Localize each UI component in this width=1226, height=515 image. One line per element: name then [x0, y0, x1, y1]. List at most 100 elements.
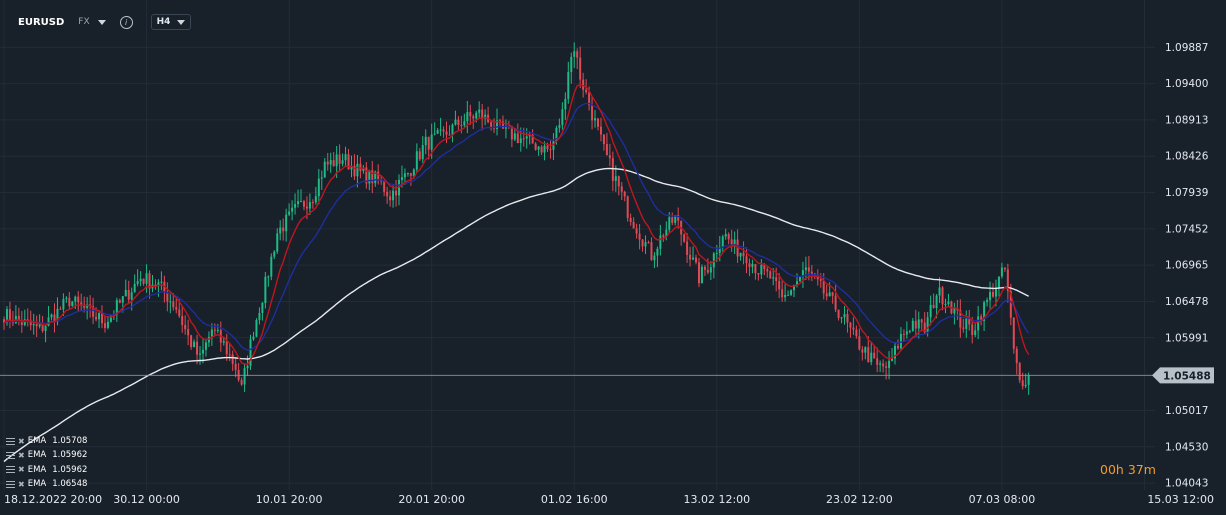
- candle: [751, 259, 754, 274]
- candle: [50, 313, 53, 321]
- settings-lines-icon[interactable]: [6, 466, 15, 474]
- candle: [139, 271, 142, 287]
- candle: [778, 273, 781, 299]
- candle: [591, 96, 594, 130]
- candle: [222, 337, 225, 346]
- candle: [124, 279, 127, 297]
- close-icon[interactable]: ✖: [18, 436, 25, 446]
- indicator-legend: ✖ EMA 1.05708 ✖ EMA 1.05962 ✖ EMA 1.0596…: [6, 434, 87, 491]
- candle: [300, 189, 302, 203]
- time-tick-label: 07.03 08:00: [969, 493, 1036, 506]
- candle: [519, 127, 522, 152]
- candle: [166, 282, 169, 312]
- candle: [478, 101, 481, 118]
- candle: [442, 126, 445, 138]
- settings-lines-icon[interactable]: [6, 437, 15, 445]
- candle: [329, 152, 332, 173]
- candle: [398, 174, 401, 206]
- candle: [920, 318, 923, 330]
- legend-item[interactable]: ✖ EMA 1.05962: [6, 463, 87, 477]
- candle: [852, 317, 855, 335]
- candle: [879, 360, 882, 373]
- candle: [103, 316, 106, 333]
- candle: [204, 339, 207, 357]
- candle: [80, 293, 83, 312]
- time-tick-label: 01.02 16:00: [541, 493, 608, 506]
- candle: [905, 321, 908, 339]
- candle: [534, 142, 537, 151]
- candle: [427, 136, 430, 160]
- candle: [1009, 283, 1012, 326]
- candle: [941, 286, 944, 311]
- candle: [724, 228, 727, 240]
- price-tick-label: 1.06478: [1165, 296, 1208, 308]
- candle: [965, 310, 968, 338]
- candle: [415, 143, 418, 173]
- candle: [181, 305, 184, 333]
- candle: [23, 309, 26, 327]
- time-axis[interactable]: 18.12.2022 20:00 30.12 00:00 10.01 20:00 20…: [4, 493, 1214, 506]
- grid: [0, 0, 1155, 490]
- candle: [59, 306, 62, 310]
- candle: [157, 279, 160, 297]
- candle: [32, 313, 35, 335]
- candle: [602, 134, 605, 151]
- close-icon[interactable]: ✖: [18, 450, 25, 460]
- candle: [392, 185, 395, 208]
- candle: [953, 302, 956, 325]
- candle: [469, 104, 472, 125]
- candle: [255, 318, 258, 338]
- candle: [891, 348, 894, 362]
- candle: [302, 199, 305, 211]
- settings-lines-icon[interactable]: [6, 451, 15, 459]
- close-icon[interactable]: ✖: [18, 465, 25, 475]
- candle: [418, 148, 421, 161]
- candle: [974, 323, 977, 338]
- candle: [632, 217, 635, 229]
- close-icon[interactable]: ✖: [18, 479, 25, 489]
- candle: [294, 193, 297, 215]
- settings-lines-icon[interactable]: [6, 480, 15, 488]
- candle: [712, 251, 715, 279]
- candle: [338, 144, 341, 172]
- candle: [873, 345, 876, 359]
- timeframe-label: H4: [156, 17, 171, 27]
- candle: [790, 289, 793, 297]
- candle: [703, 264, 706, 276]
- legend-item[interactable]: ✖ EMA 1.05962: [6, 448, 87, 462]
- candle: [169, 292, 172, 314]
- ema-blue-line: [3, 102, 1030, 352]
- legend-item[interactable]: ✖ EMA 1.06548: [6, 477, 87, 491]
- candle: [641, 238, 644, 252]
- candle: [843, 306, 846, 325]
- candle: [326, 152, 329, 171]
- candle: [362, 165, 365, 174]
- candle: [882, 359, 885, 373]
- candle: [285, 208, 288, 242]
- price-axis[interactable]: 1.09887 1.09400 1.08913 1.08426 1.07939 1.074…: [1152, 42, 1214, 490]
- candle: [686, 232, 689, 264]
- timeframe-select[interactable]: H4: [150, 14, 192, 30]
- candle: [828, 282, 831, 297]
- info-icon[interactable]: i: [119, 15, 133, 29]
- time-tick-label: 30.12 00:00: [113, 493, 180, 506]
- candle: [115, 297, 118, 323]
- legend-item[interactable]: ✖ EMA 1.05708: [6, 434, 87, 448]
- candle: [594, 110, 597, 128]
- candle: [561, 102, 564, 130]
- candle: [38, 314, 41, 329]
- candle: [490, 120, 493, 131]
- symbol-dropdown-icon[interactable]: [97, 19, 106, 25]
- candle: [917, 311, 920, 339]
- candle: [837, 309, 840, 321]
- candle: [576, 48, 579, 70]
- symbol-label[interactable]: EURUSD: [18, 16, 65, 28]
- candle: [317, 168, 320, 205]
- candle: [599, 117, 602, 142]
- market-label: FX: [78, 17, 90, 27]
- candle: [106, 315, 109, 330]
- price-tick-label: 1.05017: [1165, 405, 1208, 417]
- candle: [540, 145, 543, 156]
- candle: [160, 271, 163, 291]
